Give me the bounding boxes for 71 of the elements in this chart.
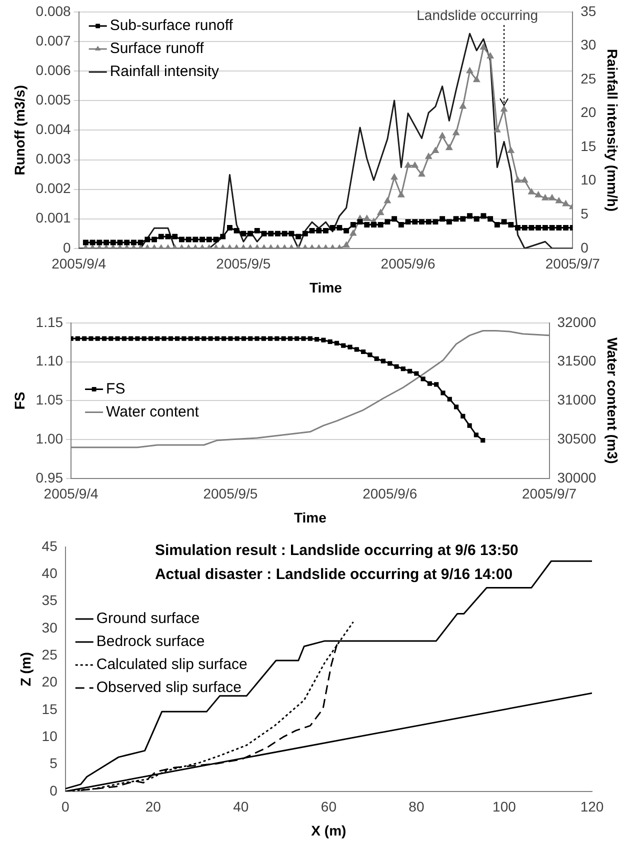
y-tick-label: 25 (42, 646, 58, 662)
x-axis-title: X (m) (311, 822, 346, 838)
y-axis-title: Runoff (m3/s) (11, 85, 28, 176)
legend-label: Surface runoff (110, 40, 205, 58)
x-axis-title: Time (294, 509, 327, 526)
legend-label: Observed slip surface (96, 679, 242, 696)
x-tick-label: 2005/9/7 (522, 486, 577, 502)
y-tick-label: 35 (42, 592, 58, 608)
y2-tick-label: 35 (580, 2, 596, 19)
y2-tick-label: 30 (580, 36, 596, 53)
x-tick-label: 60 (320, 798, 337, 815)
y-tick-label: 0.001 (36, 210, 72, 226)
annotation: Landslide occurring (416, 6, 538, 23)
x-axis-title: Time (310, 279, 342, 296)
y-tick-label: 0.008 (36, 2, 72, 19)
y-tick-label: 0.004 (36, 121, 72, 138)
y-tick-label: 10 (42, 728, 58, 744)
legend-label: Bedrock surface (96, 633, 205, 650)
chart-title: Simulation result : Landslide occurring at 9/6 13:50 (154, 542, 518, 560)
text: Actual disaster : Landslide occurring at 9/16 14:00 (154, 566, 513, 584)
y-tick-label: 0.006 (36, 62, 72, 78)
y-tick-label: 40 (42, 565, 58, 582)
x-tick-label: 2005/9/5 (203, 486, 258, 502)
x-tick-label: 2005/9/5 (216, 256, 271, 272)
legend-label: Water content (106, 403, 200, 420)
legend-label: Rainfall intensity (110, 63, 220, 80)
x-tick-label: 80 (408, 798, 424, 815)
legend-label: Calculated slip surface (96, 656, 248, 674)
y2-tick-label: 31000 (557, 392, 596, 408)
y2-tick-label: 30000 (557, 469, 596, 486)
y-tick-label: 5 (50, 755, 58, 772)
y-tick-label: 45 (42, 538, 58, 554)
y-tick-label: 0.005 (36, 92, 72, 108)
y2-tick-label: 15 (580, 138, 596, 154)
legend-label: FS (106, 380, 126, 398)
x-tick-label: 2005/9/7 (545, 256, 600, 272)
y-tick-label: 1.00 (36, 430, 64, 446)
x-tick-label: 20 (145, 798, 162, 815)
legend-label: Ground surface (96, 610, 200, 628)
y2-tick-label: 10 (580, 172, 596, 188)
y-tick-label: 20 (42, 674, 58, 690)
y-tick-label: 1.10 (36, 352, 64, 369)
y-tick-label: 1.15 (36, 314, 64, 330)
x-tick-label: 40 (233, 798, 249, 815)
legend-label: Sub-surface runoff (110, 17, 234, 34)
y-tick-label: 0 (50, 782, 58, 798)
y2-tick-label: 20 (580, 104, 596, 120)
y-tick-label: 0.95 (36, 469, 64, 486)
x-tick-label: 2005/9/4 (52, 256, 106, 272)
y2-tick-label: 25 (580, 70, 596, 86)
y-tick-label: 0 (63, 239, 72, 256)
y2-axis-title: Water content (m3) (604, 338, 621, 464)
y-tick-label: 15 (42, 700, 58, 717)
x-tick-label: 100 (492, 798, 516, 815)
y2-tick-label: 32000 (557, 314, 596, 330)
y-tick-label: 30 (42, 619, 58, 636)
y2-tick-label: 31500 (557, 352, 596, 369)
y2-tick-label: 5 (580, 205, 589, 222)
y-axis-title: FS (11, 392, 28, 410)
x-tick-label: 120 (580, 798, 604, 815)
y2-tick-label: 30500 (557, 430, 596, 446)
x-tick-label: 2005/9/6 (380, 256, 436, 272)
y2-axis-title: Rainfall intensity (mm/h) (604, 48, 621, 212)
x-tick-label: 2005/9/6 (362, 486, 418, 502)
y-axis-title: Z (m) (17, 652, 34, 686)
y-tick-label: 0.002 (36, 180, 72, 196)
x-tick-label: 2005/9/4 (44, 486, 99, 502)
y-tick-label: 1.05 (36, 392, 64, 408)
y-tick-label: 0.003 (36, 150, 72, 167)
y-tick-label: 0.007 (36, 32, 72, 48)
y2-tick-label: 0 (580, 239, 589, 256)
